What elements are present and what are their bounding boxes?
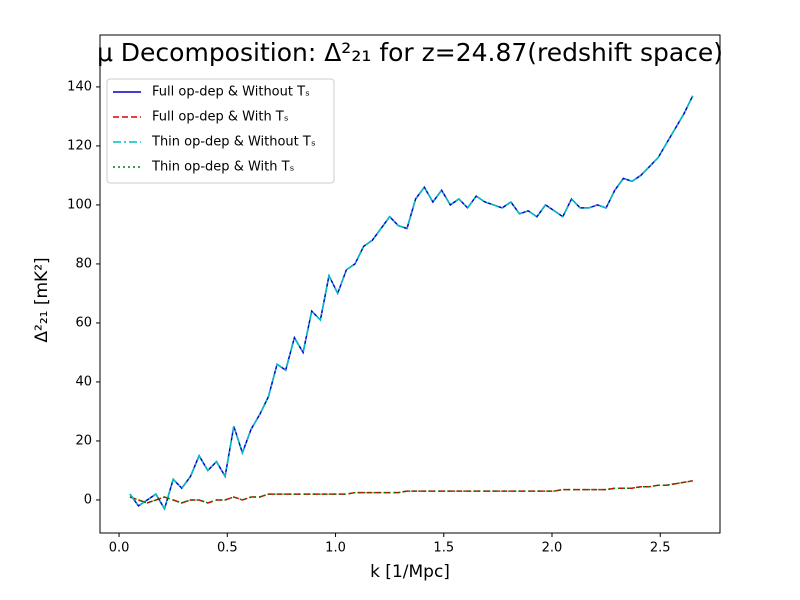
legend-label: Thin op-dep & Without Tₛ — [151, 135, 316, 150]
x-tick-label: 2.5 — [650, 541, 671, 556]
series-line — [129, 480, 693, 504]
y-tick-label: 0 — [84, 492, 92, 507]
y-tick-label: 60 — [75, 315, 92, 330]
y-axis-label: Δ²₂₁ [mK²] — [32, 257, 52, 342]
y-tick-label: 100 — [67, 197, 92, 212]
x-tick-label: 0.5 — [217, 541, 238, 556]
x-tick-label: 1.5 — [433, 541, 454, 556]
x-axis-label: k [1/Mpc] — [370, 562, 450, 582]
plot-frame — [99, 34, 721, 534]
chart-title: μ Decomposition: Δ²₂₁ for z=24.87(redshi… — [97, 38, 723, 67]
x-tick-label: 1.0 — [325, 541, 346, 556]
y-tick-label: 20 — [75, 433, 92, 448]
legend-label: Full op-dep & Without Tₛ — [152, 85, 310, 100]
x-tick-label: 0.0 — [109, 541, 130, 556]
series-line — [129, 95, 694, 511]
y-tick-label: 40 — [75, 374, 92, 389]
legend-label: Thin op-dep & With Tₛ — [151, 160, 295, 175]
x-tick-label: 2.0 — [542, 541, 563, 556]
legend-label: Full op-dep & With Tₛ — [152, 110, 289, 125]
y-tick-label: 80 — [75, 256, 92, 271]
y-tick-label: 120 — [67, 138, 92, 153]
y-tick-label: 140 — [67, 79, 92, 94]
legend-box — [106, 78, 335, 184]
